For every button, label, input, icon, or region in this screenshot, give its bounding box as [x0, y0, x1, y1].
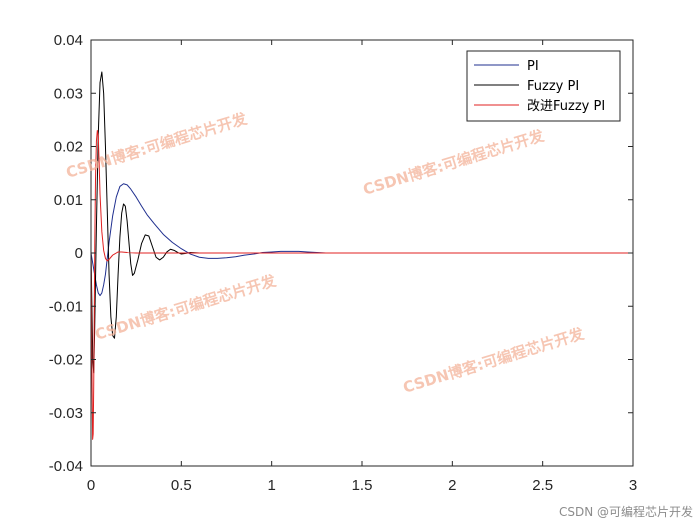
y-tick-label: 0.04: [54, 32, 83, 49]
y-tick-label: 0.02: [54, 139, 83, 156]
series-line-fuzzy-pi: [90, 71, 633, 374]
x-tick-label: 2: [448, 477, 456, 494]
axes-layer: 0 0.5 1 1.5 2 2.5 3 0.04 0.03 0.02 0.01 0 -0.01 -0.02…: [49, 32, 637, 494]
x-tick-label: 1.5: [352, 477, 373, 494]
legend: PI Fuzzy PI 改进Fuzzy PI: [466, 50, 621, 122]
x-tick-label: 2.5: [532, 477, 553, 494]
y-tick-label: 0: [75, 245, 83, 262]
credit-text: CSDN @可编程芯片开发: [559, 504, 693, 519]
y-tick-label: -0.04: [49, 458, 83, 475]
y-tick-label: -0.02: [49, 352, 83, 369]
y-tick-label: 0.01: [54, 192, 83, 209]
y-tick-label: -0.01: [49, 298, 83, 315]
legend-box: [466, 50, 621, 122]
x-tick-label: 1: [267, 477, 275, 494]
legend-label-fuzzy-pi: Fuzzy PI: [527, 79, 579, 94]
x-tick-label: 3: [629, 477, 637, 494]
legend-label-improved-fuzzy-pi: 改进Fuzzy PI: [527, 99, 605, 114]
legend-label-pi: PI: [527, 59, 539, 74]
y-tick-label: -0.03: [49, 405, 83, 422]
series-line-pi: [90, 183, 633, 297]
series-line-improved-fuzzy-pi: [90, 130, 633, 440]
x-tick-label: 0.5: [171, 477, 192, 494]
y-tick-label: 0.03: [54, 85, 83, 102]
x-tick-label: 0: [87, 477, 95, 494]
series-layer: [90, 71, 633, 440]
